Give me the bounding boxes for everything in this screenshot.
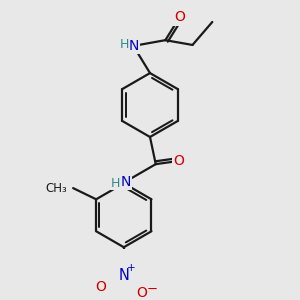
Text: O: O	[173, 154, 184, 168]
Text: +: +	[127, 263, 135, 273]
Text: N: N	[118, 268, 129, 283]
Text: H: H	[120, 38, 129, 51]
Text: O: O	[136, 286, 147, 300]
Text: H: H	[111, 177, 121, 190]
Text: N: N	[120, 175, 130, 189]
Text: CH₃: CH₃	[46, 182, 68, 195]
Text: N: N	[128, 39, 139, 53]
Text: −: −	[147, 283, 158, 296]
Text: O: O	[174, 10, 185, 24]
Text: O: O	[95, 280, 106, 293]
